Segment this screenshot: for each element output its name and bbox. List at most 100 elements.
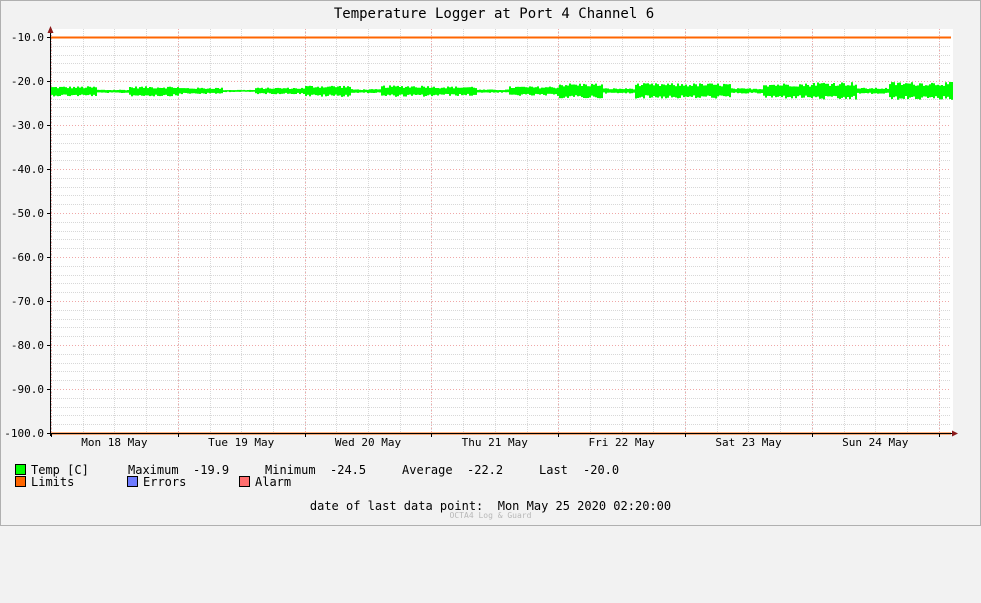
temp-bar: [795, 86, 797, 99]
temp-bar: [255, 88, 257, 94]
temp-bar: [439, 88, 441, 95]
temp-bar: [789, 86, 791, 97]
legend-maximum-value: -19.9: [193, 463, 230, 477]
legend-row-status: Limits Errors Alarm: [15, 475, 291, 489]
y-tick-label: -40.0: [11, 163, 44, 176]
temp-bar: [853, 85, 855, 96]
temp-bar: [699, 83, 701, 98]
temp-bar: [681, 84, 683, 96]
temp-bar: [385, 87, 387, 96]
temp-bar: [605, 88, 607, 94]
temp-bar: [467, 87, 469, 94]
temp-bar: [515, 86, 517, 95]
temp-bar: [641, 85, 643, 97]
temp-bar: [165, 88, 167, 95]
x-tick-label: Fri 22 May: [588, 436, 655, 449]
temp-bar: [581, 86, 583, 98]
temp-bar: [109, 90, 111, 93]
temp-bar: [703, 85, 705, 97]
temp-bar: [903, 84, 905, 99]
temp-bar: [825, 83, 827, 96]
temp-bar: [637, 83, 639, 98]
temp-bar: [731, 88, 733, 93]
temp-bar: [487, 89, 489, 93]
temp-bar: [265, 88, 267, 95]
temp-bar: [313, 87, 315, 95]
temp-bar: [729, 84, 731, 98]
temp-bar: [319, 87, 321, 96]
temp-bar: [747, 88, 749, 94]
temp-bar: [287, 87, 289, 94]
temp-bar: [279, 88, 281, 95]
temp-bar: [69, 86, 71, 97]
temp-bar: [757, 89, 759, 94]
temp-bar: [299, 88, 301, 95]
temp-bar: [293, 88, 295, 95]
temp-bar: [413, 86, 415, 95]
temp-bar: [819, 83, 821, 99]
temp-bar: [555, 88, 557, 95]
temp-bar: [533, 87, 535, 96]
temp-bar: [115, 90, 117, 93]
temp-bar: [921, 83, 923, 98]
legend-minimum-label: Minimum: [265, 463, 316, 477]
temp-bar: [829, 85, 831, 97]
y-tick-label: -90.0: [11, 383, 44, 396]
temp-bar: [205, 88, 207, 94]
temp-bar: [141, 86, 143, 96]
temp-bar: [421, 85, 423, 95]
legend-average-value: -22.2: [467, 463, 504, 477]
temp-bar: [373, 89, 375, 93]
temp-bar: [473, 87, 475, 95]
temp-bar: [133, 88, 135, 96]
watermark: OCTA4 Log & Guard: [449, 511, 532, 520]
temp-bar: [531, 86, 533, 96]
temp-bar: [103, 89, 105, 93]
legend-average-label: Average: [402, 463, 453, 477]
temp-bar: [451, 86, 453, 95]
temp-bar: [767, 86, 769, 96]
temp-bar: [449, 87, 451, 96]
temp-bar: [501, 90, 503, 93]
temp-bar: [485, 89, 487, 93]
temp-bar: [617, 89, 619, 94]
temp-bar: [381, 86, 383, 96]
temp-bar: [861, 88, 863, 94]
temp-bar: [599, 85, 601, 99]
temp-bar: [337, 86, 339, 96]
temp-bar: [925, 85, 927, 97]
temp-bar: [717, 83, 719, 97]
temp-bar: [751, 89, 753, 93]
temp-bar: [433, 86, 435, 96]
temp-bar: [811, 84, 813, 98]
temp-bar: [475, 88, 477, 95]
temp-bar: [841, 82, 843, 98]
temp-bar: [365, 89, 367, 93]
temp-bar: [849, 85, 851, 100]
temp-bar: [389, 85, 391, 96]
last-data-point: date of last data point: Mon May 25 2020…: [309, 499, 672, 513]
temp-bar: [887, 88, 889, 93]
temp-bar: [237, 89, 239, 92]
temp-bar: [783, 83, 785, 96]
temp-bar: [585, 84, 587, 99]
temp-bar: [429, 87, 431, 95]
temp-bar: [595, 83, 597, 98]
temp-bar: [855, 84, 857, 100]
temp-bar: [647, 83, 649, 96]
temp-bar: [339, 86, 341, 96]
temp-bar: [327, 86, 329, 96]
temp-bar: [137, 88, 139, 96]
temp-bar: [201, 87, 203, 94]
temperature-chart: -10.0 -20.0 -30.0 -40.0 -50.0 -60.0 -70.0 -80.0…: [4, 6, 958, 449]
temp-bar: [437, 88, 439, 96]
temp-bar: [409, 87, 411, 95]
temp-bar: [195, 88, 197, 94]
temp-bar: [99, 89, 101, 93]
temp-bar: [423, 86, 425, 97]
temp-bar: [527, 87, 529, 94]
y-tick-label: -10.0: [11, 31, 44, 44]
temp-bar: [259, 88, 261, 94]
temp-bar: [815, 85, 817, 98]
temp-bar: [661, 84, 663, 99]
